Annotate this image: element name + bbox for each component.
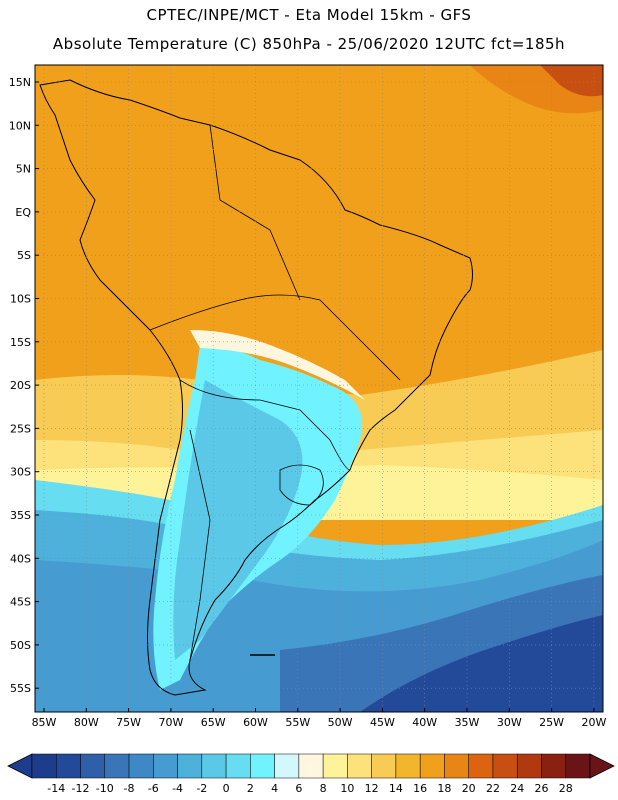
legend-label: 4 <box>271 782 278 795</box>
color-legend: -14 -12 -10 -8 -6 -4 -2 0 2 4 6 8 10 12 14 16 18 20 22 24 26… <box>7 753 615 795</box>
legend-swatch <box>444 753 469 779</box>
lat-tick-label: 55S <box>10 682 31 695</box>
lon-tick-label: 55W <box>285 716 310 729</box>
legend-label: -4 <box>172 782 183 795</box>
legend-label: -14 <box>47 782 65 795</box>
legend-label: 8 <box>320 782 327 795</box>
lon-tick-label: 40W <box>412 716 437 729</box>
country-border <box>179 379 351 471</box>
legend-label: 24 <box>510 782 524 795</box>
legend-label: 10 <box>340 782 354 795</box>
cold-air-core <box>173 380 303 660</box>
legend-swatch <box>177 753 203 779</box>
lon-tick-label: 45W <box>370 716 395 729</box>
latitude-labels: 15N 10N 5N EQ 5S 10S 15S 20S 25S 30S 35S 40S 45S 50S 5… <box>9 76 39 695</box>
legend-swatch <box>565 753 591 779</box>
legend-swatch <box>468 753 494 779</box>
legend-swatch <box>153 753 178 779</box>
country-border <box>149 294 401 381</box>
legend-swatch <box>56 753 81 779</box>
legend-swatch <box>274 753 300 779</box>
legend-swatch <box>322 753 348 779</box>
legend-label: -10 <box>96 782 114 795</box>
map-frame <box>34 64 604 713</box>
lon-tick-label: 50W <box>328 716 353 729</box>
legend-label: -12 <box>72 782 90 795</box>
legend-arrow-right <box>589 753 615 779</box>
legend-swatch <box>104 753 130 779</box>
lat-tick-label: 5S <box>17 249 31 262</box>
lat-tick-label: 35S <box>10 509 31 522</box>
legend-arrow-left <box>7 753 33 779</box>
legend-label: 28 <box>559 782 573 795</box>
legend-label: 12 <box>365 782 379 795</box>
legend-label: 20 <box>462 782 476 795</box>
lat-tick-label: 15N <box>9 76 31 89</box>
lon-tick-label: 80W <box>74 716 99 729</box>
hottest-region-ne <box>540 65 603 97</box>
longitude-labels: 85W 80W 75W 70W 65W 60W 55W 50W 45W 40W 35W 30W 25W 2… <box>32 708 606 729</box>
legend-swatch <box>250 753 275 779</box>
lon-tick-label: 75W <box>116 716 141 729</box>
coldest-band <box>360 615 603 712</box>
uruguay-outline <box>279 464 324 506</box>
legend-label: 6 <box>295 782 302 795</box>
legend-label: -6 <box>148 782 159 795</box>
legend-label: 18 <box>437 782 451 795</box>
lon-tick-label: 25W <box>539 716 564 729</box>
legend-label: -2 <box>196 782 207 795</box>
legend-label: 16 <box>413 782 427 795</box>
lat-tick-label: 45S <box>10 596 31 609</box>
legend-label: 22 <box>486 782 500 795</box>
lat-tick-label: 30S <box>10 466 31 479</box>
lat-tick-label: EQ <box>15 206 31 219</box>
legend-swatch <box>541 753 566 779</box>
legend-label: 14 <box>389 782 403 795</box>
map-title: CPTEC/INPE/MCT - Eta Model 15km - GFS <box>146 6 472 24</box>
temperature-field <box>35 65 603 712</box>
legend-swatch <box>492 753 518 779</box>
lat-tick-label: 5N <box>16 163 31 176</box>
legend-label: 2 <box>247 782 254 795</box>
lon-tick-label: 85W <box>32 716 57 729</box>
legend-swatch <box>516 753 542 779</box>
map-subtitle: Absolute Temperature (C) 850hPa - 25/06/… <box>52 35 566 53</box>
transition-zone <box>190 330 365 400</box>
lon-tick-label: 70W <box>158 716 183 729</box>
legend-swatch <box>80 753 106 779</box>
lat-tick-label: 50S <box>10 639 31 652</box>
grid-lines <box>35 65 603 712</box>
legend-swatch <box>347 753 372 779</box>
lat-tick-label: 10S <box>10 293 31 306</box>
lat-tick-label: 10N <box>9 119 31 132</box>
legend-swatch <box>128 753 154 779</box>
legend-swatch <box>371 753 397 779</box>
lon-tick-label: 65W <box>201 716 226 729</box>
lat-tick-label: 15S <box>10 336 31 349</box>
legend-swatch <box>395 753 421 779</box>
legend-label: -8 <box>124 782 135 795</box>
country-border <box>189 429 211 661</box>
lat-tick-label: 20S <box>10 379 31 392</box>
legend-swatch <box>419 753 445 779</box>
legend-label: 26 <box>534 782 548 795</box>
lon-tick-label: 30W <box>497 716 522 729</box>
continent-outline <box>39 79 473 696</box>
lon-tick-label: 20W <box>581 716 606 729</box>
legend-swatch <box>201 753 227 779</box>
lat-tick-label: 25S <box>10 422 31 435</box>
legend-swatch <box>225 753 251 779</box>
lon-tick-label: 35W <box>455 716 480 729</box>
country-border <box>209 124 301 301</box>
legend-swatch <box>31 753 57 779</box>
lat-tick-label: 40S <box>10 552 31 565</box>
legend-label: 0 <box>223 782 230 795</box>
lon-tick-label: 60W <box>243 716 268 729</box>
legend-swatch <box>298 753 324 779</box>
